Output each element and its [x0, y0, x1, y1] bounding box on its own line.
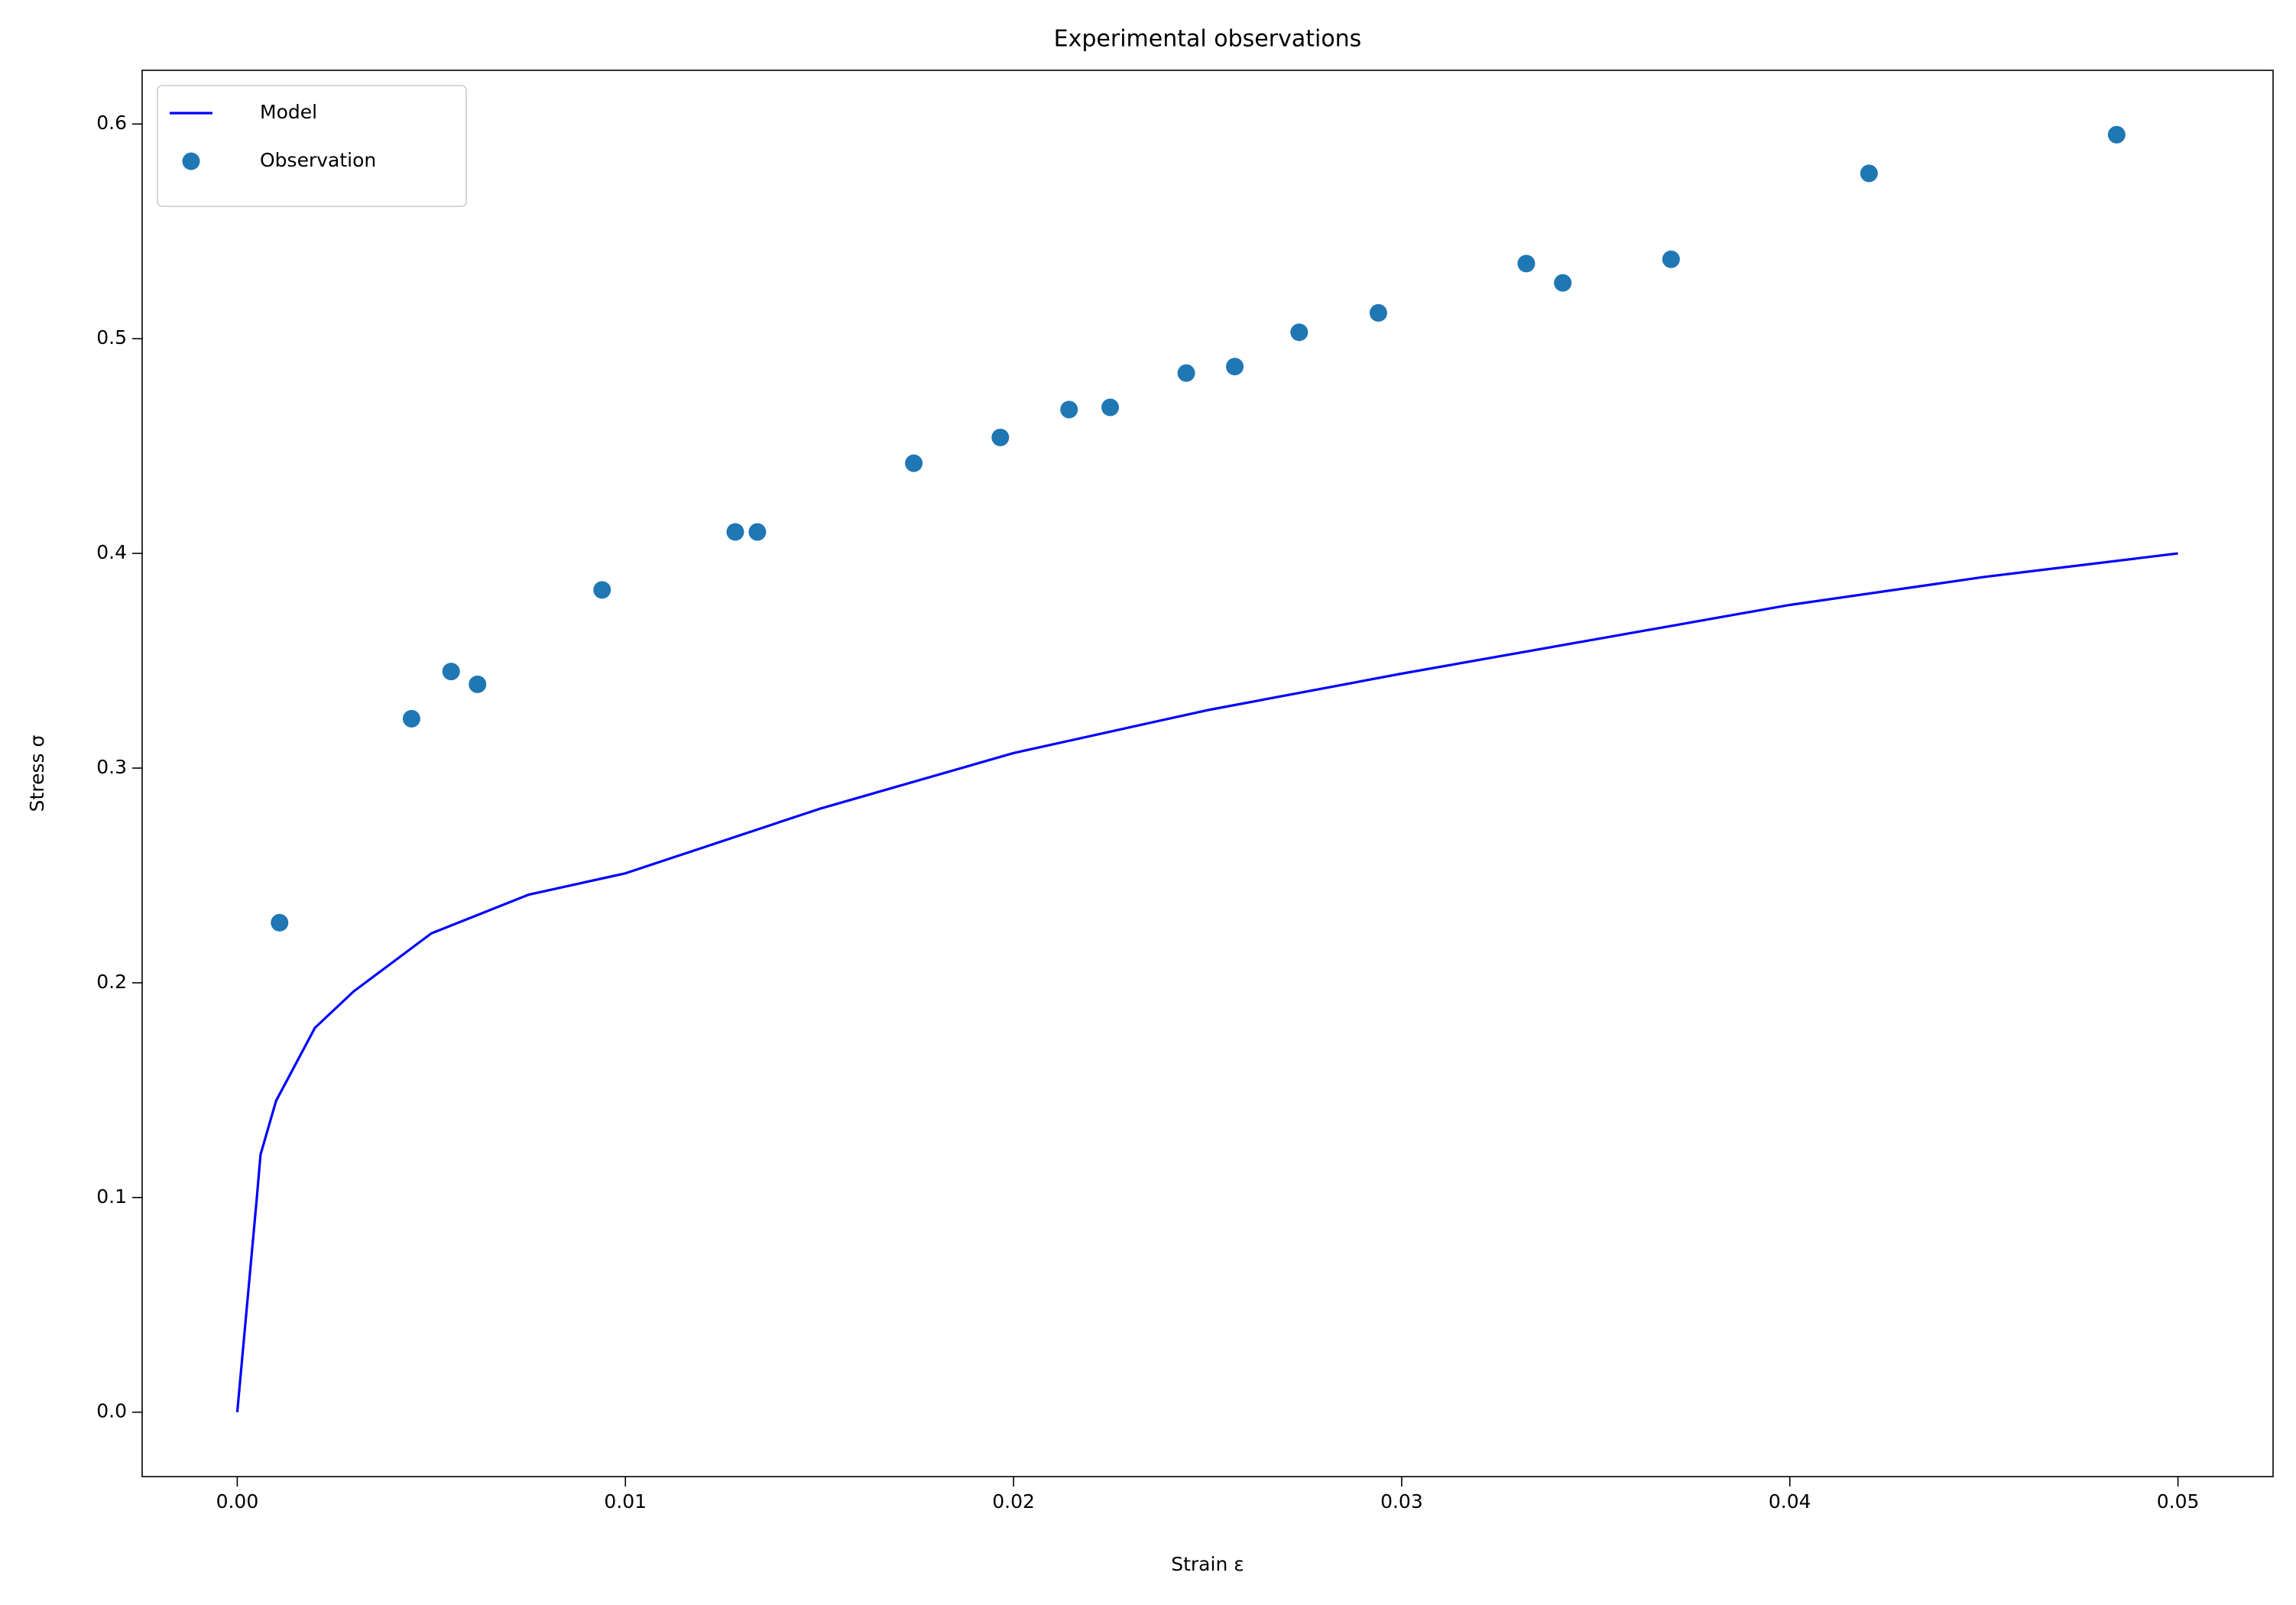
observation-point — [1517, 255, 1536, 273]
y-tick-label: 0.5 — [96, 326, 127, 349]
observation-point — [469, 675, 487, 693]
observation-point — [402, 709, 420, 728]
x-tick-label: 0.04 — [1769, 1490, 1811, 1513]
observation-point — [1554, 274, 1572, 292]
x-axis-label: Strain ε — [1171, 1553, 1244, 1575]
observation-point — [991, 428, 1010, 446]
observation-point — [442, 663, 460, 681]
observation-point — [1662, 250, 1680, 268]
x-tick-label: 0.03 — [1380, 1490, 1423, 1513]
observation-point — [1226, 358, 1244, 376]
x-tick-label: 0.02 — [992, 1490, 1035, 1513]
observation-point — [1177, 364, 1195, 382]
legend-label: Model — [260, 101, 317, 123]
chart-title: Experimental observations — [1054, 26, 1362, 53]
y-tick-label: 0.0 — [96, 1400, 127, 1422]
y-tick-label: 0.6 — [96, 112, 127, 134]
y-tick-label: 0.2 — [96, 971, 127, 993]
x-tick-label: 0.00 — [216, 1490, 259, 1513]
x-tick-label: 0.05 — [2157, 1490, 2200, 1513]
x-tick-label: 0.01 — [604, 1490, 647, 1513]
observation-point — [726, 523, 744, 541]
y-tick-label: 0.1 — [96, 1185, 127, 1208]
observation-point — [1860, 164, 1878, 183]
y-tick-label: 0.4 — [96, 541, 127, 563]
observation-point — [1290, 323, 1309, 342]
observation-point — [1060, 400, 1078, 419]
observation-point — [748, 523, 767, 541]
observation-point — [271, 913, 289, 932]
y-axis-label: Stress σ — [26, 735, 48, 812]
legend-box — [157, 85, 467, 207]
model-line — [235, 552, 2178, 1412]
observation-point — [1369, 303, 1387, 322]
observation-point — [905, 454, 923, 472]
y-tick-label: 0.3 — [96, 756, 127, 778]
legend-dot — [182, 152, 200, 170]
observation-point — [1101, 398, 1120, 417]
legend-label: Observation — [260, 149, 376, 171]
observation-point — [593, 581, 611, 599]
legend: Model Observation — [157, 85, 467, 207]
plot-frame — [141, 70, 2274, 1477]
observation-point — [2107, 125, 2126, 144]
